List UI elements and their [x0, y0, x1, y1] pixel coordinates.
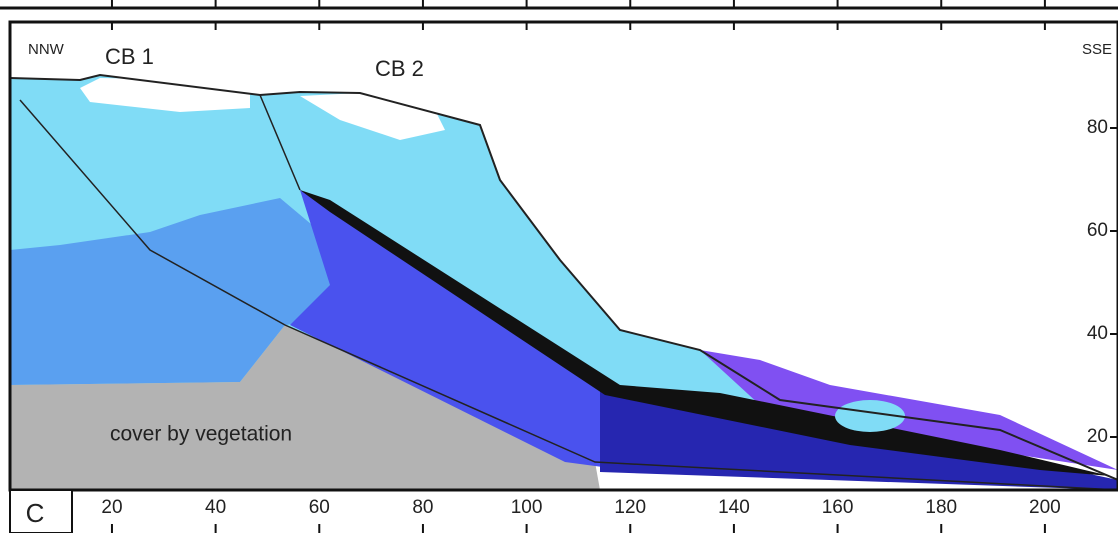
- y-tick-label: 80: [1087, 117, 1108, 138]
- contact-line: [19, 99, 1118, 491]
- body-label: CB 2: [375, 56, 424, 81]
- body-label: CB 1: [105, 44, 154, 69]
- x-tick-label: 140: [718, 497, 750, 518]
- axes: 20 40 60 80 100 120 140 160 180 200 80 60 40 20: [101, 0, 1118, 533]
- vegetation-label: cover by vegetation: [110, 423, 292, 446]
- x-tick-label: 40: [205, 497, 226, 518]
- surface-line: [9, 73, 1118, 481]
- x-tick-label: 20: [101, 497, 122, 518]
- y-tick-label: 60: [1087, 220, 1108, 241]
- direction-label: NNW: [28, 41, 65, 58]
- x-tick-label: 100: [511, 497, 543, 518]
- x-tick-label: 80: [412, 497, 433, 518]
- white-cap-2: [300, 93, 445, 140]
- vegetation-cover: [10, 325, 600, 490]
- x-tick-label: 60: [309, 497, 330, 518]
- x-tick-label: 200: [1029, 497, 1061, 518]
- y-tick-label: 40: [1087, 323, 1108, 344]
- x-tick-label: 120: [614, 497, 646, 518]
- contact-line: [259, 94, 301, 191]
- section-layers: [9, 73, 1118, 491]
- medium-blue-unit: [10, 198, 365, 385]
- panel-box: [9, 489, 73, 533]
- blue-unit: [290, 190, 625, 470]
- frame: [8, 20, 1118, 492]
- y-tick-label: 20: [1087, 426, 1108, 447]
- white-cap-1: [80, 78, 250, 112]
- direction-label: SSE: [1082, 41, 1112, 58]
- purple-unit: [700, 350, 1118, 470]
- panel-label: C: [26, 498, 45, 528]
- x-tick-label: 180: [925, 497, 957, 518]
- x-tick-label: 160: [822, 497, 854, 518]
- light-blob: [835, 400, 905, 432]
